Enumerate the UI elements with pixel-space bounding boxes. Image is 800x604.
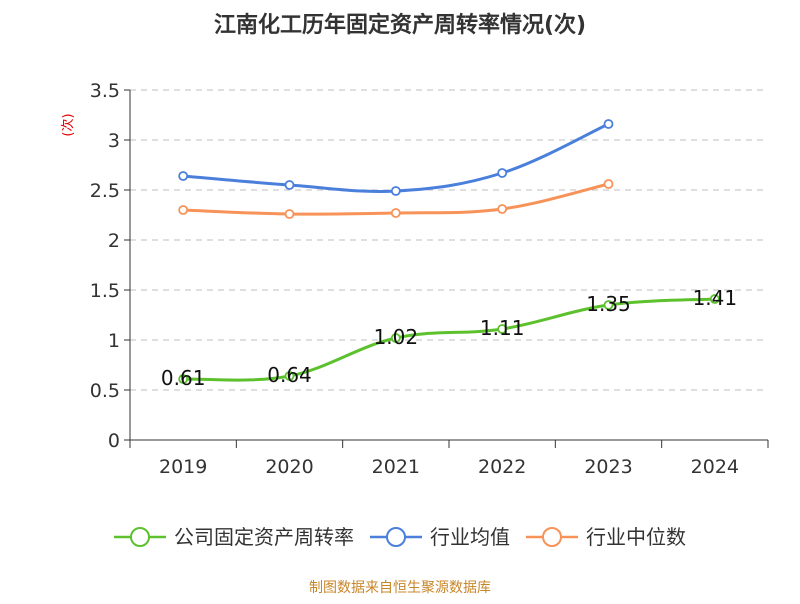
data-point	[284, 180, 295, 190]
chart-title: 江南化工历年固定资产周转率情况(次)	[214, 12, 586, 38]
x-tick-label: 2022	[478, 456, 526, 478]
data-label: 0.64	[267, 363, 312, 387]
series-2	[178, 179, 614, 219]
data-point	[284, 371, 295, 381]
data-point	[178, 374, 189, 384]
data-point	[284, 209, 295, 219]
legend-marker	[130, 527, 150, 547]
source-note: 制图数据来自恒生聚源数据库	[309, 580, 491, 596]
x-tick-label: 2019	[159, 456, 207, 478]
y-tick-label: 2.5	[90, 180, 120, 202]
data-point	[497, 168, 508, 178]
data-label: 1.35	[586, 292, 631, 316]
y-tick-label: 2	[108, 230, 120, 252]
data-label: 1.11	[480, 316, 525, 340]
legend-item: 行业中位数	[526, 525, 686, 549]
legend-marker	[542, 527, 562, 547]
data-point	[497, 324, 508, 334]
series-line	[181, 297, 717, 382]
data-label: 1.02	[374, 325, 419, 349]
series-0: 0.61 0.64 1.02 1.11 1.35 1.41	[161, 286, 737, 390]
series-line	[181, 122, 610, 193]
x-tick-label: 2023	[584, 456, 632, 478]
series-1	[178, 119, 614, 196]
x-tick-label: 2020	[265, 456, 313, 478]
x-tick-label: 2021	[372, 456, 420, 478]
legend-item: 公司固定资产周转率	[114, 525, 354, 549]
x-tick-label: 2024	[691, 456, 739, 478]
legend-item: 行业均值	[370, 525, 510, 549]
data-point	[709, 294, 720, 304]
y-tick-label: 0	[108, 430, 120, 452]
data-point	[603, 300, 614, 310]
data-point	[603, 119, 614, 129]
data-point	[390, 186, 401, 196]
axes: 0 0.5 1 1.5 2 2.5 3 3.5 2019 2020 2021 2022 2023 2024	[90, 80, 769, 478]
data-point	[497, 204, 508, 214]
data-point	[390, 333, 401, 343]
y-tick-label: 3	[108, 130, 120, 152]
data-point	[390, 208, 401, 218]
legend-label: 公司固定资产周转率	[174, 525, 354, 549]
y-tick-label: 1.5	[90, 280, 120, 302]
legend-marker	[386, 527, 406, 547]
data-label: 0.61	[161, 366, 206, 390]
grid-lines	[130, 89, 768, 391]
series-layer: 0.61 0.64 1.02 1.11 1.35 1.41	[161, 119, 737, 390]
y-tick-label: 0.5	[90, 380, 120, 402]
y-axis-label: (次)	[60, 113, 76, 136]
y-tick-label: 1	[108, 330, 120, 352]
data-point	[178, 171, 189, 181]
data-label: 1.41	[693, 286, 738, 310]
legend-label: 行业均值	[430, 525, 510, 549]
legend: 公司固定资产周转率 行业均值 行业中位数	[114, 525, 686, 549]
data-point	[603, 179, 614, 189]
legend-label: 行业中位数	[586, 525, 686, 549]
y-tick-label: 3.5	[90, 80, 120, 102]
data-point	[178, 205, 189, 215]
